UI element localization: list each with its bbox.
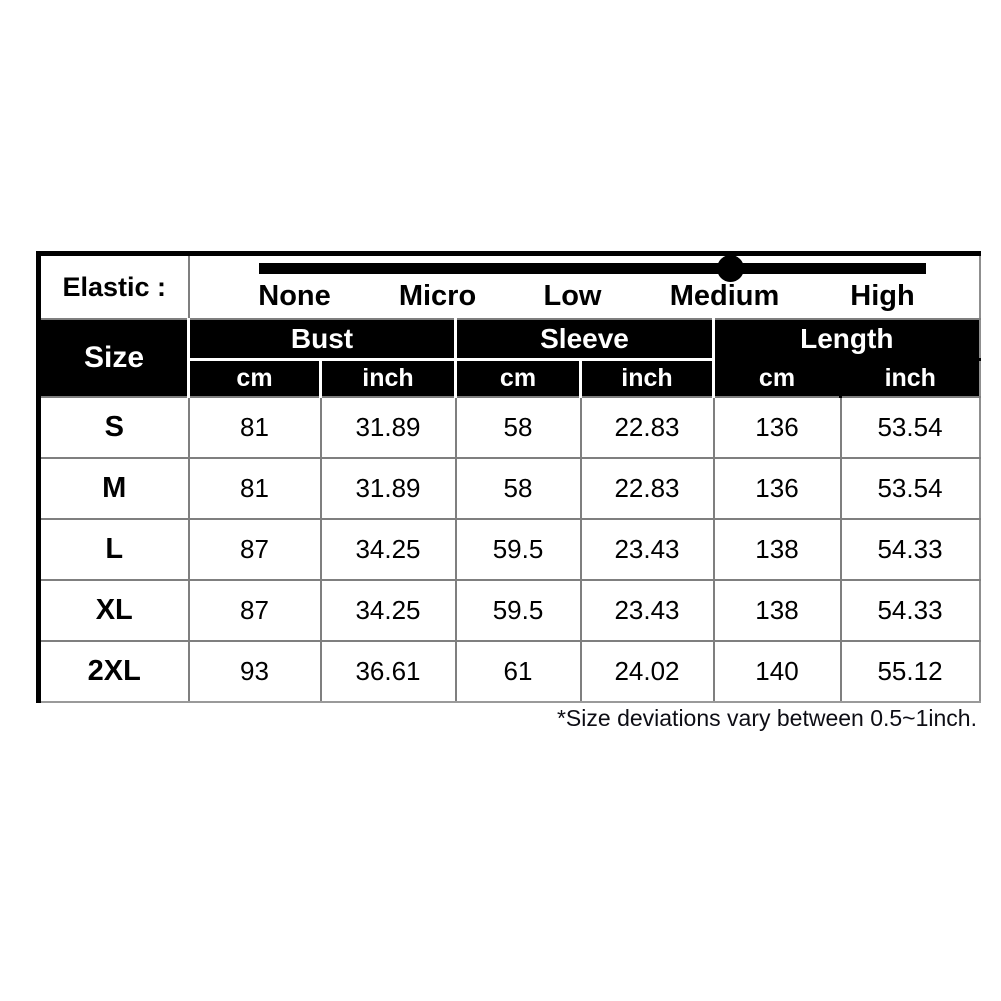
sleeve-cm-cell: 59.5 bbox=[454, 579, 582, 642]
sleeve-cm-cell: 58 bbox=[454, 457, 582, 520]
bust-inch-cell: 34.25 bbox=[319, 579, 457, 642]
bust-cm-cell: 93 bbox=[187, 640, 322, 703]
bust-inch-cell: 36.61 bbox=[319, 640, 457, 703]
slider-labels: None Micro Low Medium High bbox=[190, 280, 979, 316]
sleeve-cm-cell: 58 bbox=[454, 396, 582, 459]
sleeve-cm-cell: 59.5 bbox=[454, 518, 582, 581]
table-row-s: S 81 31.89 58 22.83 136 53.54 bbox=[36, 396, 981, 459]
slider-level-medium: Medium bbox=[669, 280, 780, 312]
unit-bust-cm: cm bbox=[187, 357, 322, 398]
table-row-m: M 81 31.89 58 22.83 136 53.54 bbox=[36, 457, 981, 520]
slider-level-none: None bbox=[258, 280, 331, 312]
elastic-slider-cell: None Micro Low Medium High bbox=[187, 251, 981, 320]
bust-inch-cell: 34.25 bbox=[319, 518, 457, 581]
bust-cm-cell: 87 bbox=[187, 579, 322, 642]
header-size: Size bbox=[36, 318, 190, 398]
bust-inch-cell: 31.89 bbox=[319, 396, 457, 459]
bust-cm-cell: 81 bbox=[187, 396, 322, 459]
sleeve-inch-cell: 23.43 bbox=[579, 579, 715, 642]
length-cm-cell: 138 bbox=[712, 579, 842, 642]
bust-inch-cell: 31.89 bbox=[319, 457, 457, 520]
length-inch-cell: 54.33 bbox=[839, 579, 981, 642]
size-cell: S bbox=[36, 396, 190, 459]
sleeve-inch-cell: 24.02 bbox=[579, 640, 715, 703]
size-cell: M bbox=[36, 457, 190, 520]
length-inch-cell: 55.12 bbox=[839, 640, 981, 703]
header-sleeve: Sleeve bbox=[454, 318, 715, 361]
sleeve-cm-cell: 61 bbox=[454, 640, 582, 703]
header-bust: Bust bbox=[187, 318, 457, 361]
header-group-row: Size Bust Sleeve Length bbox=[36, 318, 981, 398]
length-cm-cell: 140 bbox=[712, 640, 842, 703]
sleeve-inch-cell: 22.83 bbox=[579, 457, 715, 520]
length-inch-cell: 53.54 bbox=[839, 457, 981, 520]
slider-level-micro: Micro bbox=[398, 280, 477, 312]
slider-level-high: High bbox=[850, 280, 915, 312]
table-row-xl: XL 87 34.25 59.5 23.43 138 54.33 bbox=[36, 579, 981, 642]
elastic-row: Elastic : None Micro Low Medium High bbox=[36, 251, 981, 320]
unit-bust-inch: inch bbox=[319, 357, 457, 398]
size-chart: Elastic : None Micro Low Medium High bbox=[36, 251, 981, 703]
table-row-2xl: 2XL 93 36.61 61 24.02 140 55.12 bbox=[36, 640, 981, 703]
size-cell: XL bbox=[36, 579, 190, 642]
header-unit-row: cm inch cm inch cm inch bbox=[39, 357, 981, 398]
size-table: Elastic : None Micro Low Medium High bbox=[36, 251, 981, 703]
slider-level-low: Low bbox=[543, 280, 602, 312]
length-inch-cell: 54.33 bbox=[839, 518, 981, 581]
table-row-l: L 87 34.25 59.5 23.43 138 54.33 bbox=[36, 518, 981, 581]
bust-cm-cell: 87 bbox=[187, 518, 322, 581]
length-cm-cell: 136 bbox=[712, 396, 842, 459]
unit-length-cm: cm bbox=[712, 357, 842, 398]
sleeve-inch-cell: 22.83 bbox=[579, 396, 715, 459]
unit-sleeve-cm: cm bbox=[454, 357, 582, 398]
elastic-label: Elastic : bbox=[36, 251, 190, 320]
length-inch-cell: 53.54 bbox=[839, 396, 981, 459]
size-deviation-note: *Size deviations vary between 0.5~1inch. bbox=[556, 705, 977, 731]
sleeve-inch-cell: 23.43 bbox=[579, 518, 715, 581]
header-length: Length bbox=[711, 318, 981, 361]
elastic-slider: None Micro Low Medium High bbox=[190, 255, 979, 318]
length-cm-cell: 136 bbox=[712, 457, 842, 520]
slider-track bbox=[258, 263, 926, 274]
size-cell: 2XL bbox=[36, 640, 190, 703]
length-cm-cell: 138 bbox=[712, 518, 842, 581]
unit-sleeve-inch: inch bbox=[579, 357, 715, 398]
bust-cm-cell: 81 bbox=[187, 457, 322, 520]
size-cell: L bbox=[36, 518, 190, 581]
slider-thumb bbox=[716, 255, 744, 282]
unit-length-inch: inch bbox=[838, 357, 981, 398]
